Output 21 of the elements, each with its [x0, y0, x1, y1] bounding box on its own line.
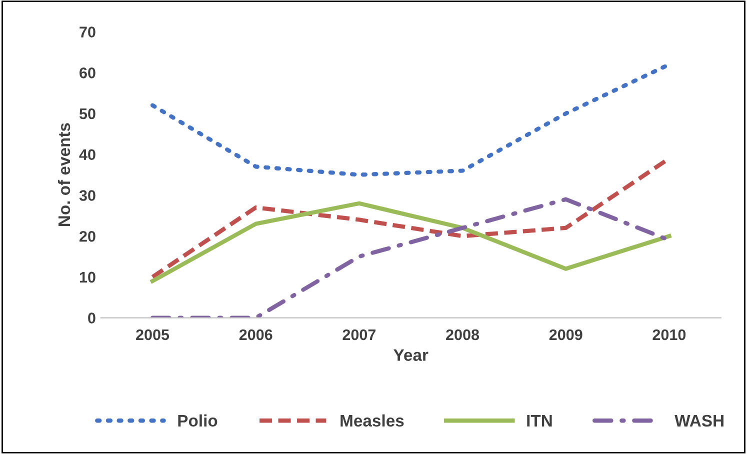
line-series [150, 201, 672, 284]
legend-label: Polio [178, 414, 218, 427]
x-tick-label: 2005 [136, 329, 170, 340]
x-tick-label: 2008 [446, 329, 480, 340]
x-axis-title: Year [394, 349, 428, 361]
x-tick-label: 2010 [652, 329, 686, 340]
y-tick-label: 10 [80, 272, 96, 283]
x-tick-label: 2009 [549, 329, 582, 340]
x-tick-label: 2006 [239, 329, 272, 340]
legend-label: ITN [527, 414, 552, 426]
y-tick-label: 70 [80, 26, 96, 38]
x-tick-label: 2007 [342, 329, 376, 340]
legend-label: Measles [340, 414, 404, 427]
y-tick-label: 60 [80, 68, 96, 78]
y-tick-label: 40 [79, 149, 96, 160]
legend-label: WASH [674, 414, 724, 427]
y-tick-label: 30 [79, 190, 96, 201]
y-axis-title: No. of events [58, 123, 70, 226]
y-tick-label: 0 [88, 312, 96, 324]
y-tick-label: 50 [79, 108, 96, 120]
y-tick-label: 20 [80, 230, 96, 242]
